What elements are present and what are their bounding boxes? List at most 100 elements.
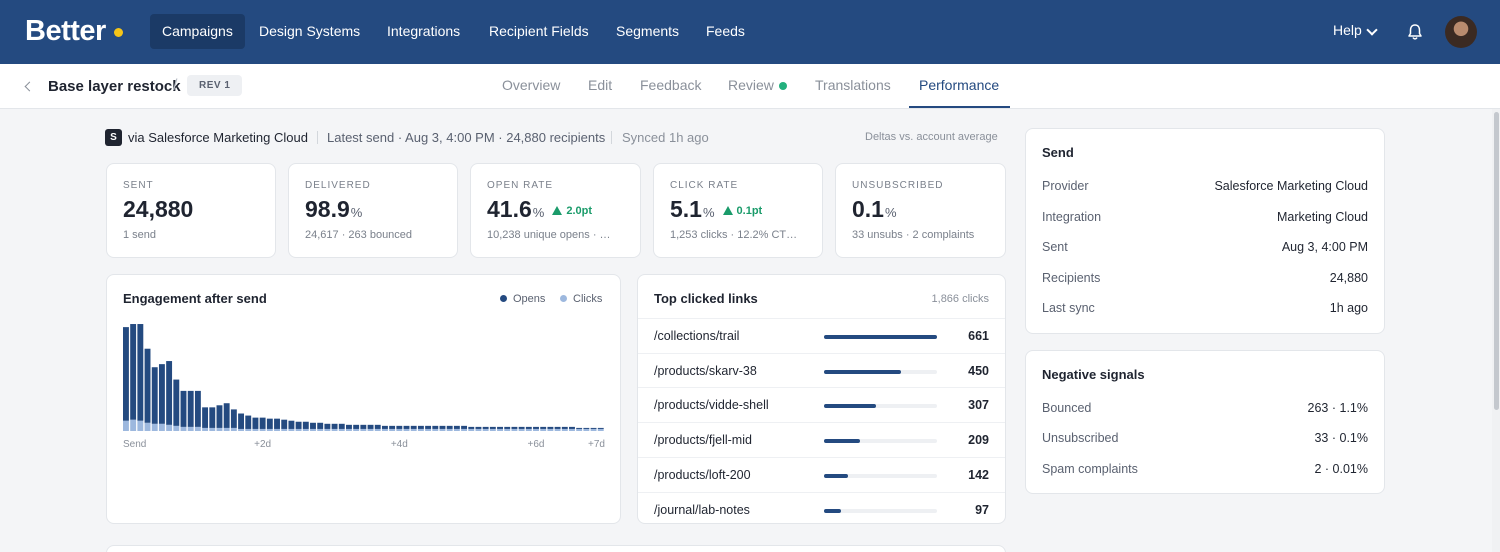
link-bar-track: [824, 439, 937, 444]
bar-clicks: [123, 420, 129, 431]
nav-design-systems[interactable]: Design Systems: [259, 23, 361, 39]
bar-clicks: [209, 427, 216, 431]
nav-integrations[interactable]: Integrations: [387, 23, 461, 39]
bar-clicks: [302, 428, 309, 431]
legend-swatch-clicks: [560, 295, 567, 302]
legend-opens[interactable]: Opens: [500, 293, 545, 305]
bar-opens: [173, 379, 180, 426]
bar-opens: [554, 426, 561, 429]
bar-clicks: [446, 428, 453, 431]
bar-clicks: [453, 428, 460, 431]
tab-edit[interactable]: Edit: [588, 77, 613, 93]
bar-clicks: [425, 428, 432, 431]
legend-clicks[interactable]: Clicks: [560, 293, 602, 305]
bar-opens: [360, 424, 367, 429]
bar-opens: [425, 425, 432, 429]
nav-campaigns[interactable]: Campaigns: [150, 14, 245, 49]
bar-opens: [331, 423, 338, 429]
bar-clicks: [475, 428, 482, 431]
bar-clicks: [417, 428, 424, 431]
bar-opens: [590, 427, 597, 429]
bar-clicks: [245, 428, 252, 431]
help-menu[interactable]: Help: [1333, 22, 1362, 38]
nav-recipient-fields[interactable]: Recipient Fields: [489, 23, 589, 39]
nav-feeds[interactable]: Feeds: [706, 23, 745, 39]
kpi-sub: 1,253 clicks · 12.2% CT…: [670, 229, 798, 241]
bar-clicks: [230, 427, 237, 431]
campaign-header: Base layer restock / REV 1 Overview Edit…: [0, 64, 1500, 109]
bar-clicks: [561, 428, 568, 431]
link-count: 97: [975, 502, 989, 517]
back-chevron-icon[interactable]: [24, 81, 35, 92]
kpi-delta: 0.1pt: [722, 205, 762, 217]
engagement-title: Engagement after send: [123, 291, 267, 306]
link-path[interactable]: /collections/trail: [654, 329, 740, 343]
bar-opens: [338, 423, 345, 429]
link-row[interactable]: /products/vidde-shell 307: [638, 387, 1005, 422]
bar-clicks: [266, 428, 273, 431]
link-path[interactable]: /products/loft-200: [654, 467, 751, 482]
send-row-integration: Integration Marketing Cloud: [1042, 210, 1368, 224]
tab-feedback[interactable]: Feedback: [640, 77, 702, 93]
link-row[interactable]: /products/fjell-mid 209: [638, 422, 1005, 457]
bar-clicks: [281, 428, 288, 431]
bar-opens: [252, 417, 259, 429]
chevron-down-icon[interactable]: [1366, 24, 1378, 36]
tab-review[interactable]: Review: [728, 77, 774, 93]
bar-opens: [310, 422, 316, 429]
kpi-sub: 24,617 · 263 bounced: [305, 229, 413, 241]
kpi-sub: 1 send: [123, 229, 157, 241]
bar-opens: [317, 422, 324, 429]
bar-clicks: [590, 428, 597, 431]
bar-opens: [324, 423, 331, 429]
bar-clicks: [259, 428, 266, 431]
link-bar-track: [824, 508, 937, 513]
tab-performance[interactable]: Performance: [919, 77, 1000, 93]
bar-clicks: [576, 428, 583, 431]
kpi-label: OPEN RATE: [487, 180, 554, 191]
link-bar-track: [824, 473, 937, 478]
bar-opens: [302, 421, 309, 429]
bar-clicks: [310, 428, 316, 431]
bar-clicks: [338, 428, 345, 431]
bar-opens: [410, 425, 417, 429]
link-row[interactable]: /journal/lab-notes 97: [638, 491, 1005, 524]
bar-opens: [511, 426, 518, 429]
link-count: 450: [968, 363, 989, 378]
legend-swatch-opens: [500, 295, 507, 302]
bar-clicks: [569, 428, 575, 431]
bar-opens: [346, 424, 352, 429]
link-count: 307: [968, 398, 989, 413]
scrollbar-thumb[interactable]: [1494, 112, 1499, 410]
link-path[interactable]: /journal/lab-notes: [654, 502, 750, 517]
bar-opens: [281, 419, 288, 429]
link-path[interactable]: /products/skarv-38: [654, 363, 757, 378]
bar-opens: [547, 426, 554, 429]
tab-overview[interactable]: Overview: [502, 77, 561, 93]
bar-opens: [166, 361, 173, 425]
link-bar-track: [824, 404, 937, 409]
link-row[interactable]: /products/loft-200 142: [638, 456, 1005, 492]
logo[interactable]: Better: [25, 15, 106, 47]
link-row[interactable]: /collections/trail 661: [638, 318, 1005, 353]
kpi-value: 98.9%: [305, 196, 363, 222]
bell-icon[interactable]: [1405, 22, 1425, 42]
send-card: Send Provider Salesforce Marketing Cloud …: [1025, 128, 1385, 334]
kpi-value: 0.1%: [852, 196, 897, 222]
bar-clicks: [187, 426, 194, 431]
user-avatar[interactable]: [1445, 16, 1477, 48]
tab-translations[interactable]: Translations: [815, 77, 891, 93]
link-bar-track: [824, 335, 937, 339]
link-bar-fill: [824, 369, 901, 374]
bar-clicks: [554, 428, 561, 431]
revision-badge[interactable]: REV 1: [187, 75, 243, 96]
link-path[interactable]: /products/vidde-shell: [654, 398, 769, 413]
link-row[interactable]: /products/skarv-38 450: [638, 352, 1005, 388]
send-card-title: Send: [1042, 145, 1074, 160]
bar-clicks: [130, 419, 137, 431]
link-path[interactable]: /products/fjell-mid: [654, 433, 752, 448]
nav-segments[interactable]: Segments: [616, 23, 680, 39]
x-tick-label: +4d: [391, 439, 408, 450]
next-section-card: [106, 545, 1006, 552]
kpi-sub: 10,238 unique opens · …: [487, 229, 611, 241]
